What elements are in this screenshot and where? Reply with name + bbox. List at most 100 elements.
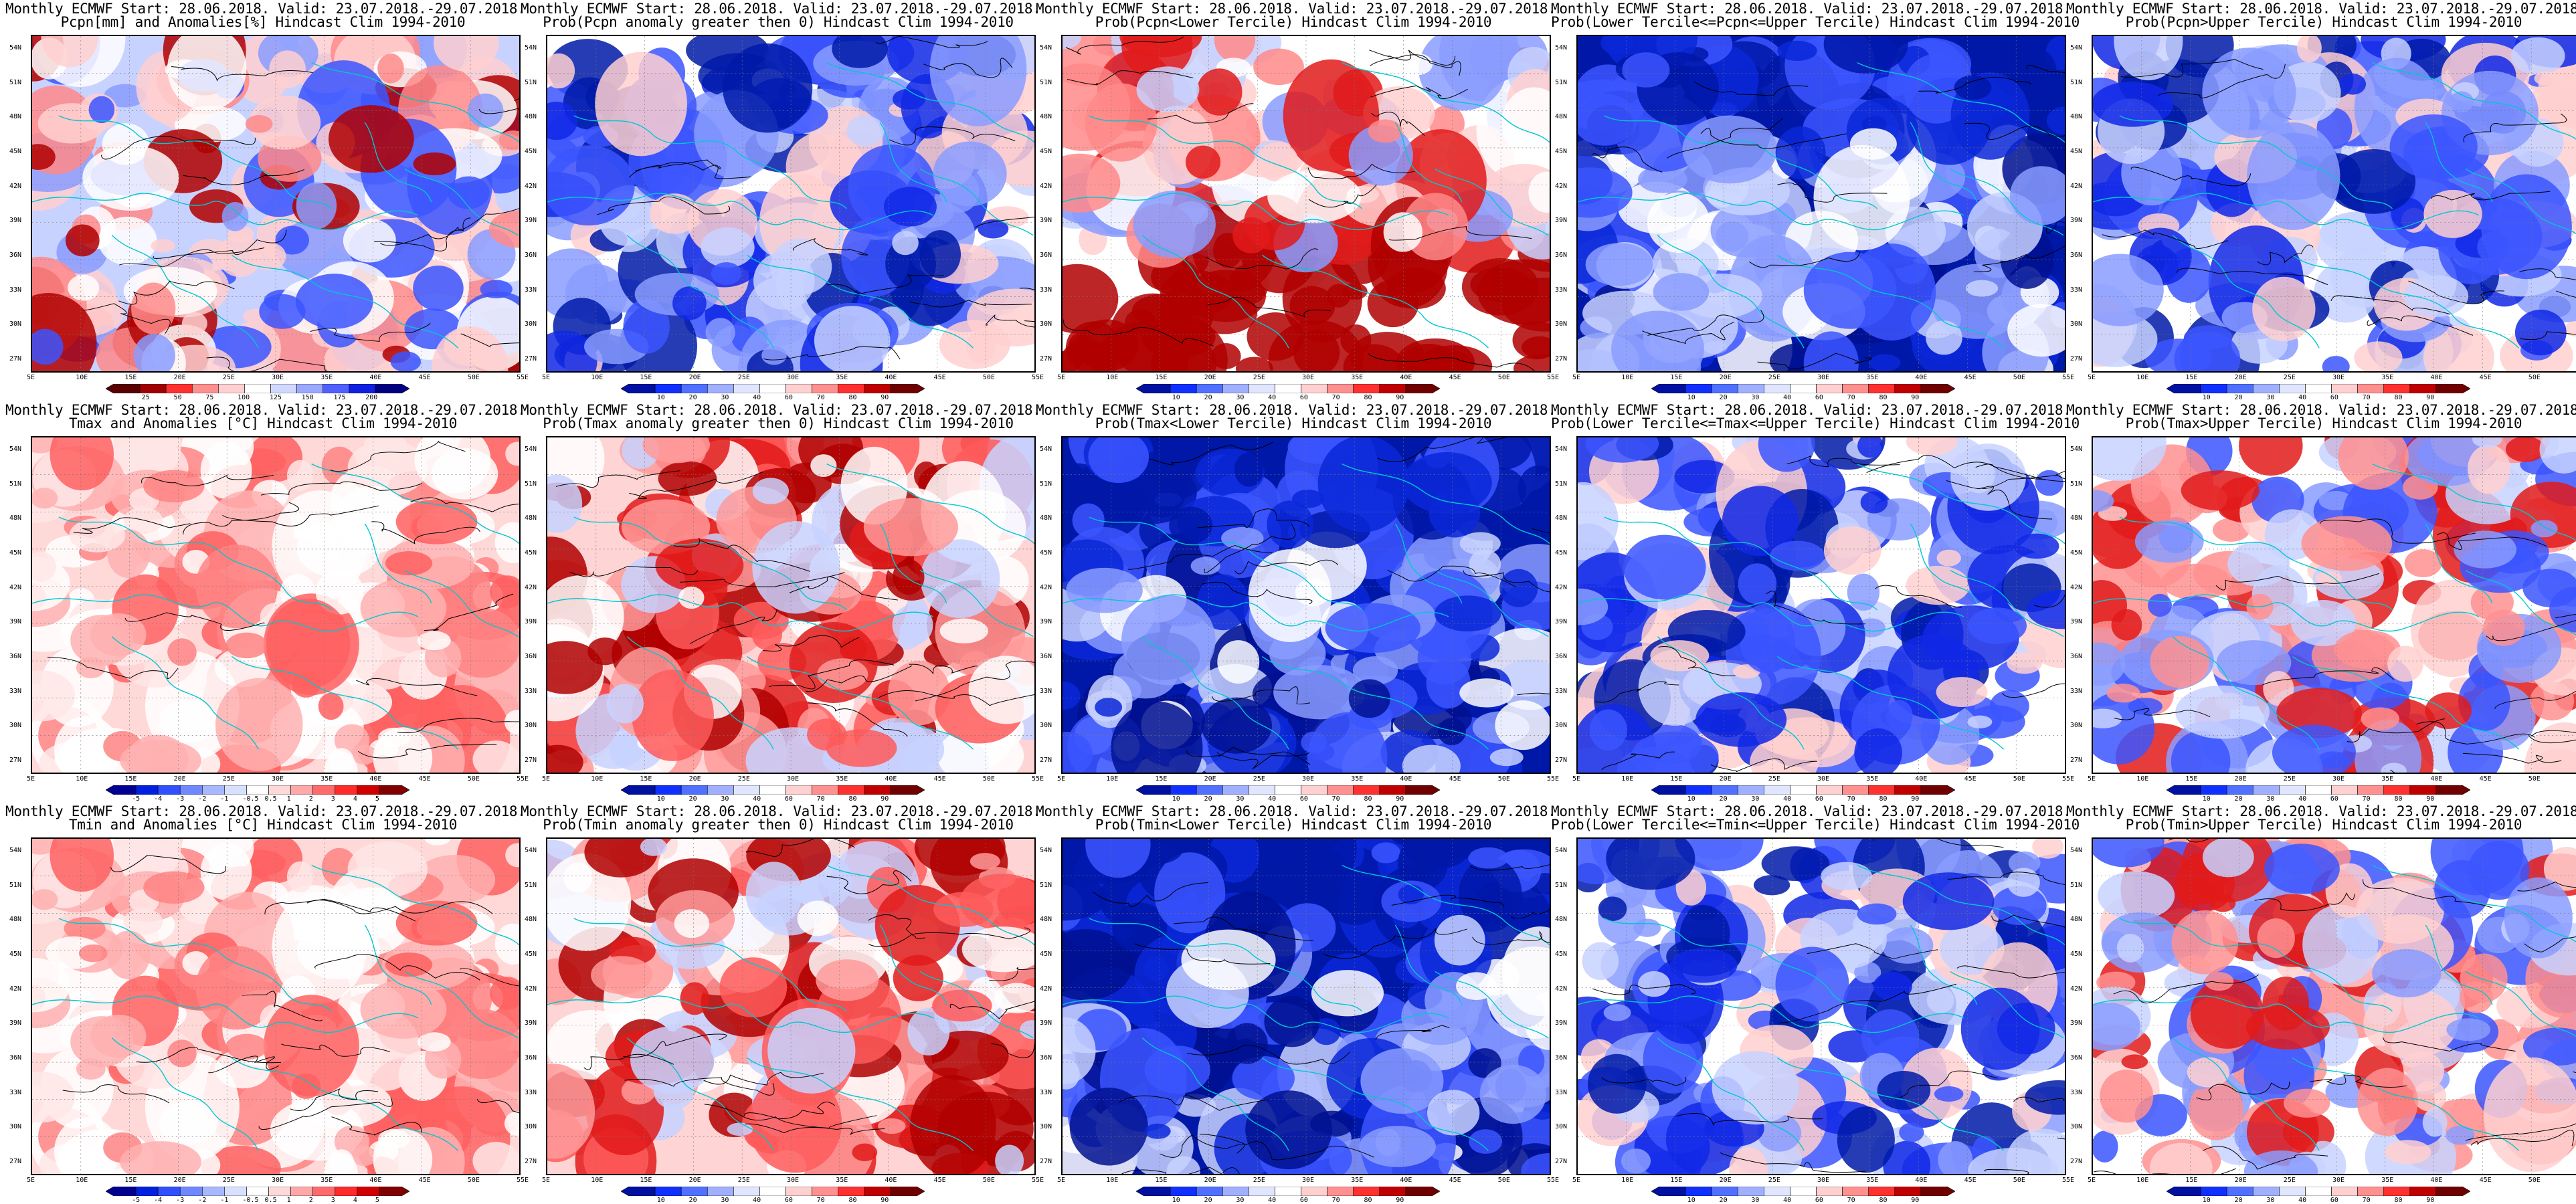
latitude-label: 54N xyxy=(1040,44,1052,52)
forecast-panel: Monthly ECMWF Start: 28.06.2018. Valid: … xyxy=(1036,401,1559,803)
colorbar-label: 90 xyxy=(881,1197,889,1204)
longitude-label: 10E xyxy=(76,374,88,381)
contour-line xyxy=(2002,683,2065,698)
colorbar-label: 80 xyxy=(1364,1197,1372,1204)
colorbar-label: 10 xyxy=(1172,795,1180,803)
contour-line xyxy=(2363,879,2492,908)
colorbar-swatch xyxy=(1842,1187,1869,1196)
latitude-label: 30N xyxy=(2070,722,2083,730)
coastline xyxy=(111,235,259,348)
colorbar-label: -3 xyxy=(176,1197,185,1204)
colorbar-label: 80 xyxy=(1879,1197,1888,1204)
coastline xyxy=(2292,254,2519,348)
latitude-label: 51N xyxy=(2070,881,2083,889)
field-blob xyxy=(2522,1027,2576,1066)
colorbar-label: 90 xyxy=(2426,1197,2435,1204)
field-blob xyxy=(1578,588,1608,625)
colorbar-label: 20 xyxy=(1204,795,1212,803)
longitude-label: 10E xyxy=(1106,1177,1119,1184)
latitude-label: 30N xyxy=(2070,320,2083,328)
latitude-label: 39N xyxy=(1555,217,1568,225)
colorbar-swatch xyxy=(2200,1187,2227,1196)
latitude-label: 27N xyxy=(525,1158,537,1165)
latitude-label: 33N xyxy=(2070,687,2083,695)
field-blob xyxy=(143,470,205,503)
colorbar-swatch xyxy=(2383,785,2411,795)
field-blob xyxy=(143,871,205,904)
colorbar-label: -4 xyxy=(154,795,163,803)
contour-line xyxy=(1601,751,1675,771)
longitude-label: 35E xyxy=(2381,775,2394,783)
panel-title-line1: Monthly ECMWF Start: 28.06.2018. Valid: … xyxy=(5,1,526,17)
contour-line xyxy=(478,108,519,114)
latitude-label: 36N xyxy=(2070,252,2083,259)
field-blob xyxy=(2484,1057,2576,1173)
longitude-label: 55E xyxy=(1032,374,1044,381)
colorbar-swatch xyxy=(759,1187,786,1196)
latitude-label: 39N xyxy=(9,217,22,225)
field-blob xyxy=(2181,470,2260,511)
field-blob xyxy=(2510,482,2576,548)
latitude-label: 45N xyxy=(9,148,22,155)
coastline xyxy=(1857,62,2065,143)
longitude-label: 20E xyxy=(173,1177,186,1184)
field-blob xyxy=(1166,1156,1200,1174)
contour-line xyxy=(2528,735,2576,744)
colorbar-swatch xyxy=(1275,384,1301,393)
coastline xyxy=(1657,636,1805,750)
contour-line xyxy=(1174,916,1313,941)
colorbar-label: 20 xyxy=(688,795,697,803)
longitude-label: 30E xyxy=(2332,1177,2345,1184)
field-blob xyxy=(2338,437,2409,490)
field-blob xyxy=(547,744,583,773)
colorbar-label: 80 xyxy=(2394,795,2403,803)
contour-line xyxy=(1391,894,1504,908)
colorbar-swatch xyxy=(1764,384,1790,393)
contour-line xyxy=(624,1077,775,1096)
field-blob xyxy=(2283,1088,2330,1118)
colorbar-swatch xyxy=(202,785,225,795)
contour-line xyxy=(1147,103,1254,124)
field-blob xyxy=(334,486,411,554)
field-blob xyxy=(504,1111,519,1136)
field-blob xyxy=(1398,884,1424,905)
colorbar-label: 70 xyxy=(1331,394,1340,401)
contour-line xyxy=(703,1072,824,1086)
colorbar-label: -0.5 xyxy=(242,1197,259,1204)
contour-line xyxy=(2034,594,2065,608)
colorbar-label: 3 xyxy=(331,795,335,803)
field-blob xyxy=(878,1118,906,1134)
field-blob xyxy=(1311,970,1384,1017)
colorbar-swatch xyxy=(2279,384,2306,393)
contour-line xyxy=(306,900,493,914)
colorbar-label: 70 xyxy=(816,1197,825,1204)
longitude-label: 55E xyxy=(517,374,529,381)
colorbar-swatch xyxy=(1249,1187,1275,1196)
contour-line xyxy=(2026,65,2065,74)
contour-line xyxy=(2158,64,2286,98)
field-blob xyxy=(413,152,456,176)
colorbar-label: 5 xyxy=(375,1197,379,1204)
longitude-label: 50E xyxy=(467,1177,480,1184)
field-blob xyxy=(1750,737,1819,773)
field-blob xyxy=(2007,868,2040,897)
field-blob xyxy=(1221,526,1264,550)
longitude-label: 45E xyxy=(1964,775,1976,783)
latitude-label: 27N xyxy=(1555,757,1568,764)
map-area xyxy=(1061,436,1551,774)
longitude-label: 15E xyxy=(1670,374,1683,381)
field-blob xyxy=(472,1142,519,1174)
colorbar-swatch xyxy=(312,785,336,795)
colorbar-swatch xyxy=(2305,384,2332,393)
contour-line xyxy=(124,612,265,631)
contour-line xyxy=(768,660,895,690)
field-blob xyxy=(2203,839,2254,878)
colorbar xyxy=(1136,1187,1440,1196)
colorbar-label: 70 xyxy=(816,795,825,803)
coastline xyxy=(1342,865,1550,946)
colorbar-swatch xyxy=(157,785,181,795)
coastline xyxy=(1089,516,1363,611)
panel-title-line1: Monthly ECMWF Start: 28.06.2018. Valid: … xyxy=(2066,402,2576,418)
field-blob xyxy=(1434,914,1485,966)
coastline xyxy=(231,656,458,750)
